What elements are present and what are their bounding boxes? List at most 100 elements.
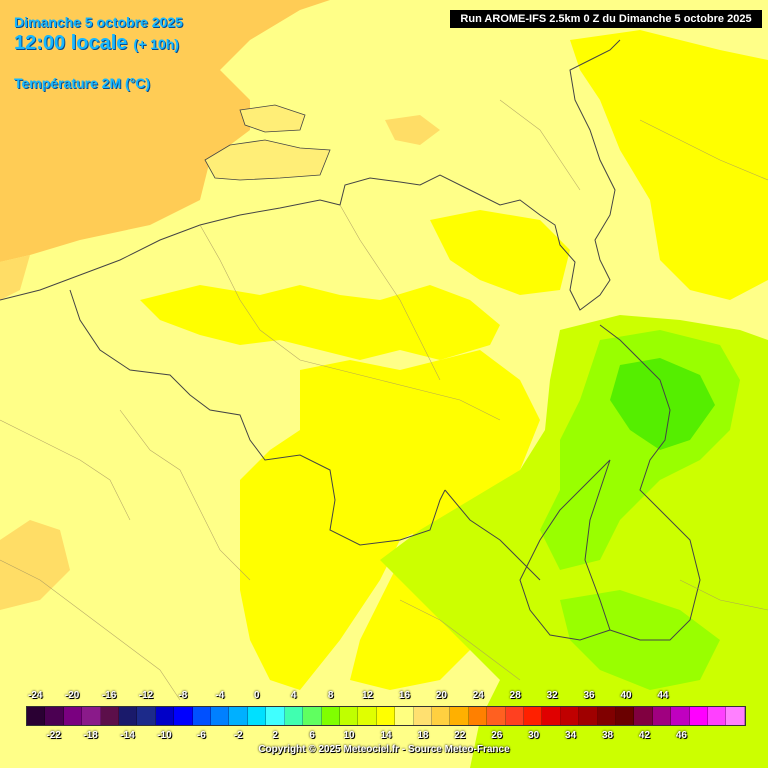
legend-upper-label: 32 — [546, 690, 558, 701]
legend-upper-label: 20 — [435, 690, 447, 701]
legend-lower-label: -14 — [120, 730, 135, 741]
color-swatch — [376, 707, 396, 725]
color-swatch — [468, 707, 488, 725]
color-swatch — [266, 707, 285, 725]
legend-upper-label: -8 — [178, 690, 188, 701]
legend-lower-label: 6 — [309, 730, 315, 741]
color-swatch — [579, 707, 598, 725]
legend-lower-label: 38 — [601, 730, 614, 741]
color-swatch — [174, 707, 193, 725]
legend-lower-label: 42 — [638, 730, 651, 741]
legend-lower-label: -18 — [83, 730, 98, 741]
yellow-zone-3 — [430, 210, 570, 295]
color-swatch — [652, 707, 672, 725]
legend-lower-label: 14 — [380, 730, 392, 741]
color-swatch — [229, 707, 248, 725]
color-swatch — [634, 707, 653, 725]
yellow-zone-2 — [240, 350, 540, 690]
color-scale-bar — [26, 706, 746, 726]
color-swatch — [45, 707, 64, 725]
copyright-text: Copyright © 2025 Meteociel.fr - Source M… — [258, 744, 510, 755]
color-swatch — [211, 707, 230, 725]
color-swatch — [27, 707, 46, 725]
forecast-local-time: 12:00 locale — [14, 32, 128, 54]
legend-upper-label: 44 — [657, 690, 669, 701]
legend-upper-labels: -24 -20 -16 -12 -8 -4 0 4 8 12 16 20 24 28 32 36 40 44 — [26, 690, 746, 704]
color-swatch — [358, 707, 377, 725]
color-swatch — [431, 707, 451, 725]
legend-lower-label: 26 — [491, 730, 503, 741]
color-swatch — [339, 707, 359, 725]
legend-lower-label: -6 — [196, 730, 206, 741]
legend-lower-label: 30 — [528, 730, 540, 741]
color-swatch — [119, 707, 138, 725]
legend-upper-label: 8 — [327, 690, 334, 701]
color-swatch — [303, 707, 322, 725]
yellow-zone-1 — [140, 285, 500, 360]
color-swatch — [100, 707, 120, 725]
country-borders — [0, 39, 701, 641]
pale-patch-2 — [0, 520, 70, 610]
color-swatch — [247, 707, 267, 725]
color-swatch — [726, 707, 745, 725]
run-banner: Run AROME-IFS 2.5km 0 Z du Dimanche 5 oc… — [450, 10, 762, 28]
island-walcheren — [204, 139, 331, 181]
color-swatch — [413, 707, 432, 725]
legend-lower-label: 18 — [417, 730, 429, 741]
color-swatch — [616, 707, 635, 725]
legend-upper-label: 4 — [290, 690, 297, 701]
color-swatch — [597, 707, 616, 725]
legend-lower-label: 2 — [272, 730, 278, 741]
color-swatch — [155, 707, 175, 725]
legend-lower-label: 34 — [565, 730, 577, 741]
legend-upper-label: 16 — [398, 690, 411, 701]
legend-lower-label: -2 — [233, 730, 243, 741]
legend-upper-label: -4 — [215, 690, 225, 701]
legend-upper-label: 36 — [583, 690, 595, 701]
legend-lower-label: 10 — [343, 730, 355, 741]
sea-coast-patch — [0, 255, 30, 300]
green-dark-zone — [610, 358, 715, 450]
legend-upper-label: -16 — [101, 690, 117, 701]
legend-upper-label: -12 — [138, 690, 154, 701]
legend-upper-label: 24 — [472, 690, 484, 701]
legend-lower-labels: -22 -18 -14 -10 -6 -2 2 6 10 14 18 22 26 30 34 38 42 46 — [26, 730, 746, 744]
border-nl-be — [0, 39, 621, 311]
color-swatch — [321, 707, 340, 725]
forecast-time: 12:00 locale (+ 10h) — [14, 32, 179, 55]
border-be-de — [599, 324, 701, 641]
color-swatch — [708, 707, 727, 725]
yellow-zone-4 — [570, 30, 768, 300]
legend-lower-label: 22 — [454, 730, 466, 741]
region-borders — [0, 99, 768, 701]
forecast-date: Dimanche 5 octobre 2025 — [14, 14, 183, 30]
color-swatch — [63, 707, 83, 725]
legend-lower-label: 46 — [675, 730, 687, 741]
color-swatch — [505, 707, 524, 725]
legend-upper-label: 40 — [620, 690, 632, 701]
border-fr-lux — [444, 489, 541, 581]
color-swatch — [450, 707, 469, 725]
border-be-fr — [69, 289, 446, 546]
sea-area — [0, 0, 330, 262]
legend-upper-label: -24 — [27, 690, 43, 701]
color-swatch — [671, 707, 690, 725]
color-swatch — [523, 707, 543, 725]
legend-upper-label: 12 — [361, 690, 374, 701]
legend-lower-label: -10 — [157, 730, 172, 741]
forecast-offset: (+ 10h) — [133, 36, 179, 52]
border-lux — [519, 459, 611, 641]
color-swatch — [560, 707, 580, 725]
color-swatch — [82, 707, 101, 725]
color-swatch — [192, 707, 212, 725]
legend-upper-label: 28 — [509, 690, 521, 701]
color-swatch — [284, 707, 304, 725]
island-schouwen — [239, 104, 306, 133]
color-swatch — [137, 707, 156, 725]
pale-patch — [385, 115, 440, 145]
parameter-title: Température 2M (°C) — [14, 75, 151, 91]
legend-upper-label: -20 — [64, 690, 80, 701]
legend-upper-label: 0 — [253, 690, 260, 701]
color-swatch — [395, 707, 414, 725]
